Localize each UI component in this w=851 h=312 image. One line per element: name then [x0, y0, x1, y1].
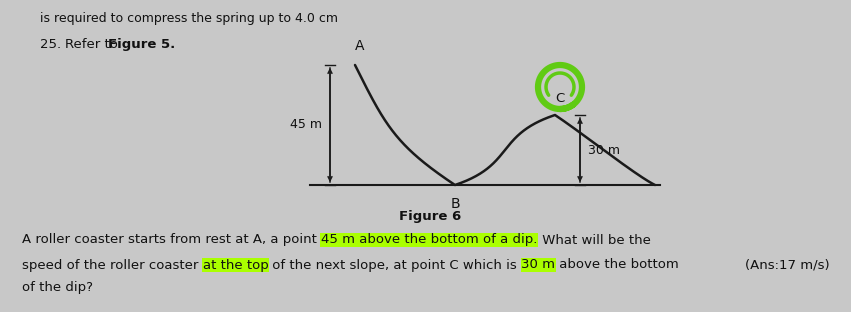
- Text: B: B: [450, 197, 460, 211]
- Text: (Ans:17 m/s): (Ans:17 m/s): [745, 259, 830, 271]
- Text: Refer to: Refer to: [65, 38, 123, 51]
- Text: Figure 6: Figure 6: [399, 210, 461, 223]
- Text: speed of the roller coaster: speed of the roller coaster: [22, 259, 203, 271]
- Text: C: C: [556, 92, 564, 105]
- Text: is required to compress the spring up to 4.0 cm: is required to compress the spring up to…: [40, 12, 338, 25]
- Text: 25.: 25.: [40, 38, 61, 51]
- Text: of the dip?: of the dip?: [22, 281, 93, 295]
- Text: at the top: at the top: [203, 259, 268, 271]
- Text: A roller coaster starts from rest at A, a point: A roller coaster starts from rest at A, …: [22, 233, 321, 246]
- Text: of the next slope, at point C which is: of the next slope, at point C which is: [268, 259, 522, 271]
- Text: 45 m above the bottom of a dip.: 45 m above the bottom of a dip.: [321, 233, 538, 246]
- Text: Figure 5.: Figure 5.: [108, 38, 175, 51]
- Text: What will be the: What will be the: [538, 233, 650, 246]
- Text: 30 m: 30 m: [588, 144, 620, 157]
- Text: above the bottom: above the bottom: [556, 259, 679, 271]
- Text: A: A: [355, 39, 365, 53]
- Text: 30 m: 30 m: [522, 259, 556, 271]
- Text: 45 m: 45 m: [290, 119, 322, 131]
